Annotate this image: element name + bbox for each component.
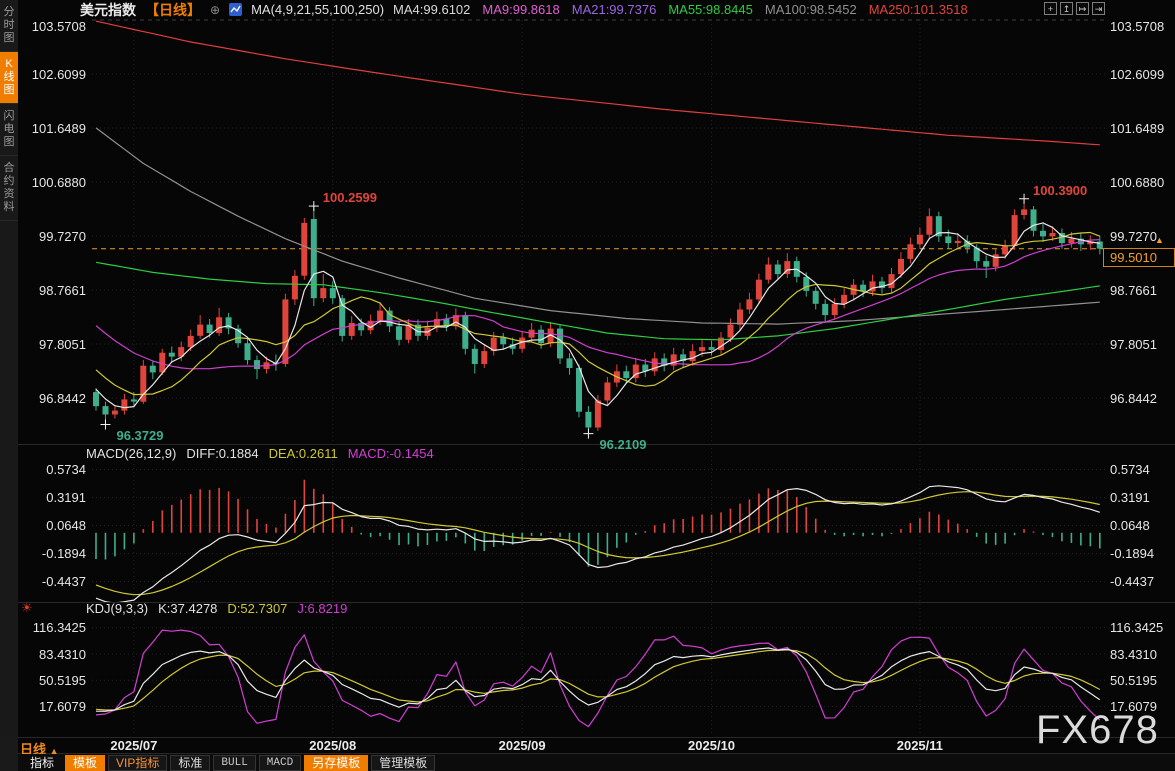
sidebar-tab-分时图[interactable]: 分时图 <box>0 0 18 52</box>
add-indicator-icon[interactable]: ⊕ <box>210 2 221 17</box>
ma-readout: MA4:99.6102 <box>393 2 471 17</box>
price-axis-label-left: 98.7661 <box>39 282 86 298</box>
x-axis-label-2025/11: 2025/11 <box>896 738 944 753</box>
chart-header: 美元指数 【日线】 ⊕ MA(4,9,21,55,100,250) MA4:99… <box>80 1 968 18</box>
exit-right-icon[interactable]: ⇥ <box>1092 2 1105 15</box>
x-axis-label-2025/08: 2025/08 <box>309 738 357 753</box>
kdj-settings-icon[interactable]: ☀ <box>21 600 33 615</box>
window-icons: + ↥ ↦ ⇥ <box>1044 2 1105 15</box>
kdj-d-value: D:52.7307 <box>227 601 288 616</box>
toolbar-item-管理模板[interactable]: 管理模板 <box>371 754 436 771</box>
price-axis-label-right: 101.6489 <box>1110 120 1165 136</box>
ma-readout: MA9:99.8618 <box>482 2 560 17</box>
price-axis-label-right: 98.7661 <box>1110 282 1157 298</box>
macd-axis-label-left: 0.3191 <box>46 490 86 506</box>
macd-dea-value: DEA:0.2611 <box>268 446 338 461</box>
kdj-axis-label-left: 50.5195 <box>39 672 86 688</box>
price-axis-label-left: 100.6880 <box>31 174 86 190</box>
price-annotation: 96.2109 <box>599 436 647 452</box>
axis-up-icon[interactable]: ↥ <box>1060 2 1073 15</box>
kdj-axis-label-left: 116.3425 <box>32 620 86 636</box>
macd-axis-label-left: 0.0648 <box>46 518 86 534</box>
pan-icon[interactable]: + <box>1044 2 1057 15</box>
period-label: 日线 <box>20 742 47 757</box>
kdj-axis-label-right: 116.3425 <box>1110 620 1164 636</box>
price-axis-label-left: 96.8442 <box>39 390 86 406</box>
kdj-axis-label-right: 50.5195 <box>1110 672 1157 688</box>
x-axis-label-2025/07: 2025/07 <box>110 738 158 753</box>
kline-chart-icon[interactable] <box>229 3 243 16</box>
macd-axis-label-left: -0.1894 <box>41 546 86 562</box>
kdj-axis-label-left: 83.4310 <box>39 646 86 662</box>
price-annotation: 100.2599 <box>322 190 378 206</box>
corner-block <box>0 737 18 771</box>
current-price-value: 99.5010 <box>1110 250 1157 265</box>
current-price-tag: 99.5010 <box>1103 248 1175 267</box>
x-axis-label-2025/09: 2025/09 <box>498 738 546 753</box>
price-axis-label-right: 103.5708 <box>1110 18 1165 34</box>
ma-readouts: MA4:99.6102 MA9:99.8618 MA21:99.7376 MA55:9… <box>393 2 968 17</box>
macd-axis-label-right: -0.4437 <box>1110 574 1155 590</box>
macd-title: MACD(26,12,9) <box>86 446 177 461</box>
kdj-axis-label-right: 83.4310 <box>1110 646 1157 662</box>
x-axis-label-2025/10: 2025/10 <box>688 738 736 753</box>
macd-hist-value: MACD:-0.1454 <box>347 446 434 461</box>
price-axis-label-left: 102.6099 <box>31 66 86 82</box>
ma-readout: MA100:98.5452 <box>764 2 857 17</box>
macd-axis-label-left: -0.4437 <box>41 574 86 590</box>
symbol-title: 美元指数 <box>80 1 136 18</box>
toolbar-item-BULL[interactable]: BULL <box>213 754 256 771</box>
macd-diff-value: DIFF:0.1884 <box>186 446 259 461</box>
price-axis-label-right: 102.6099 <box>1110 66 1165 82</box>
ma-settings-label: MA(4,9,21,55,100,250) <box>251 2 385 17</box>
macd-axis-label-right: 0.5734 <box>1110 462 1150 478</box>
toolbar-item-模板[interactable]: 模板 <box>65 754 106 771</box>
macd-axis-label-left: 0.5734 <box>46 462 86 478</box>
price-annotation: 96.3729 <box>116 427 164 443</box>
sidebar-tab-K线图[interactable]: K线图 <box>0 52 18 104</box>
price-axis-label-left: 103.5708 <box>31 18 86 34</box>
chart-type-sidebar: 分时图 K线图 闪电图 合约资料 <box>0 0 18 771</box>
period-tag: 【日线】 <box>145 1 201 18</box>
kdj-readout: KDJ(9,3,3) K:37.4278 D:52.7307 J:6.8219 <box>86 601 347 616</box>
toolbar-item-指标[interactable]: 指标 <box>30 755 55 770</box>
sidebar-tab-闪电图[interactable]: 闪电图 <box>0 104 18 156</box>
price-axis-label-right: 99.7270 <box>1110 228 1157 244</box>
price-axis-label-right: 100.6880 <box>1110 174 1165 190</box>
kdj-title: KDJ(9,3,3) <box>86 601 149 616</box>
kdj-j-value: J:6.8219 <box>297 601 348 616</box>
toolbar-item-标准[interactable]: 标准 <box>170 754 211 771</box>
sidebar-tab-合约资料[interactable]: 合约资料 <box>0 156 18 221</box>
price-up-arrow-icon: ▲ <box>1155 235 1164 245</box>
period-selector[interactable]: 日线 ▲ <box>20 739 59 758</box>
price-annotation: 100.3900 <box>1033 182 1088 198</box>
kdj-axis-label-left: 17.6079 <box>39 699 86 715</box>
toolbar-item-另存模板[interactable]: 另存模板 <box>304 754 369 771</box>
price-axis-label-left: 97.8051 <box>39 336 86 352</box>
ma-readout: MA21:99.7376 <box>571 2 657 17</box>
price-axis-label-right: 96.8442 <box>1110 390 1157 406</box>
toolbar-item-VIP指标[interactable]: VIP指标 <box>108 754 168 771</box>
price-axis-label-right: 97.8051 <box>1110 336 1157 352</box>
kdj-axis-label-right: 17.6079 <box>1110 699 1157 715</box>
ma-readout: MA55:98.8445 <box>668 2 753 17</box>
macd-axis-label-right: -0.1894 <box>1110 546 1155 562</box>
macd-axis-label-right: 0.0648 <box>1110 518 1150 534</box>
watermark: FX678 <box>1036 708 1159 752</box>
macd-readout: MACD(26,12,9) DIFF:0.1884 DEA:0.2611 MAC… <box>86 446 434 461</box>
bottom-toolbar: 指标 模板 VIP指标 标准 BULL MACD 另存模板 管理模板 <box>18 754 1175 771</box>
ma-readout: MA250:101.3518 <box>868 2 968 17</box>
price-axis-label-left: 101.6489 <box>31 120 86 136</box>
kdj-k-value: K:37.4278 <box>158 601 218 616</box>
price-axis-label-left: 99.7270 <box>39 228 86 244</box>
macd-axis-label-right: 0.3191 <box>1110 490 1150 506</box>
toolbar-item-MACD[interactable]: MACD <box>258 754 302 771</box>
axis-right-icon[interactable]: ↦ <box>1076 2 1089 15</box>
period-arrow-icon: ▲ <box>49 746 59 756</box>
